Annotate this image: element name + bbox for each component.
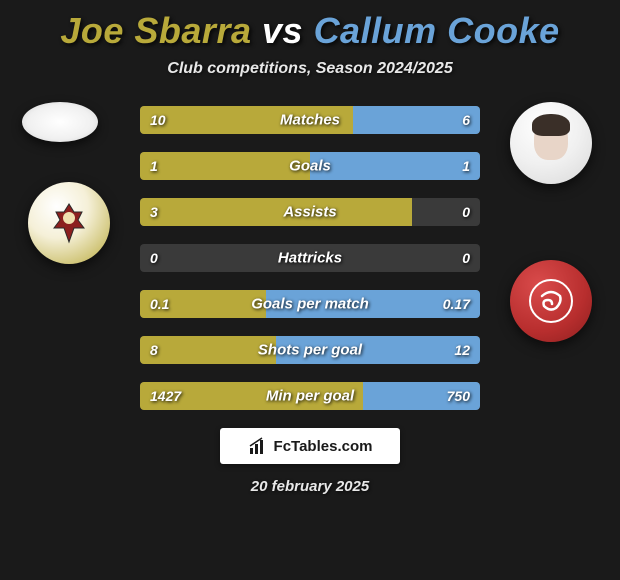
subtitle: Club competitions, Season 2024/2025 [0, 60, 620, 78]
stat-label: Min per goal [266, 388, 354, 405]
stat-value-left: 10 [150, 112, 166, 128]
stat-value-left: 1 [150, 158, 158, 174]
title-player2: Callum Cooke [314, 10, 560, 51]
player2-photo [510, 102, 592, 184]
stat-label: Goals per match [251, 296, 369, 313]
stat-bar-left [140, 336, 276, 364]
chart-bars-icon [248, 436, 268, 456]
title-player1: Joe Sbarra [60, 10, 251, 51]
comparison-infographic: Joe Sbarra vs Callum Cooke Club competit… [0, 0, 620, 580]
player1-photo-placeholder [22, 102, 98, 142]
title-vs: vs [262, 10, 303, 51]
viking-badge-icon [44, 198, 94, 248]
brand-text: FcTables.com [274, 438, 373, 455]
stat-row: 8 12 Shots per goal [140, 336, 480, 364]
shrimp-badge-icon [528, 278, 574, 324]
footer-date: 20 february 2025 [0, 478, 620, 495]
stat-value-left: 1427 [150, 388, 181, 404]
stat-row: 0 0 Hattricks [140, 244, 480, 272]
stat-value-right: 1 [462, 158, 470, 174]
stat-value-left: 3 [150, 204, 158, 220]
stat-value-left: 0 [150, 250, 158, 266]
stat-value-right: 0 [462, 204, 470, 220]
stat-label: Hattricks [278, 250, 342, 267]
stat-row: 10 6 Matches [140, 106, 480, 134]
stat-label: Assists [283, 204, 336, 221]
stat-row: 0.1 0.17 Goals per match [140, 290, 480, 318]
stat-bar-left [140, 152, 310, 180]
stat-value-left: 0.1 [150, 296, 169, 312]
player1-club-badge [28, 182, 110, 264]
stat-value-left: 8 [150, 342, 158, 358]
stat-row: 3 0 Assists [140, 198, 480, 226]
page-title: Joe Sbarra vs Callum Cooke [0, 10, 620, 52]
stat-value-right: 750 [447, 388, 470, 404]
stat-value-right: 12 [454, 342, 470, 358]
comparison-area: 10 6 Matches 1 1 Goals 3 0 Assists 0 0 Hattricks 0.1… [0, 106, 620, 410]
stat-bar-right [310, 152, 480, 180]
stat-label: Shots per goal [258, 342, 362, 359]
stat-bars-column: 10 6 Matches 1 1 Goals 3 0 Assists 0 0 Hattricks 0.1… [140, 106, 480, 410]
stat-value-right: 0.17 [443, 296, 470, 312]
stat-label: Matches [280, 112, 340, 129]
stat-value-right: 6 [462, 112, 470, 128]
stat-row: 1 1 Goals [140, 152, 480, 180]
brand-badge: FcTables.com [220, 428, 400, 464]
stat-row: 1427 750 Min per goal [140, 382, 480, 410]
stat-bar-left [140, 198, 412, 226]
stat-bar-right [353, 106, 481, 134]
stat-value-right: 0 [462, 250, 470, 266]
stat-label: Goals [289, 158, 331, 175]
player2-club-badge [510, 260, 592, 342]
